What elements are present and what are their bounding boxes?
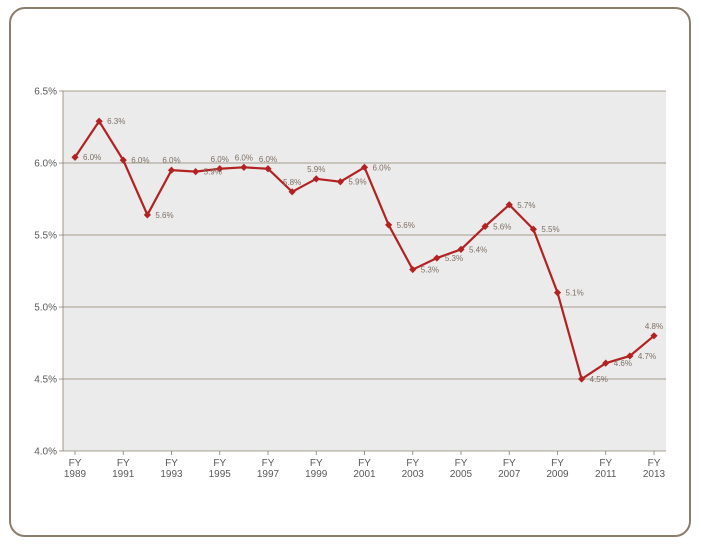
- data-label: 6.3%: [107, 117, 125, 126]
- y-tick-label: 4.5%: [34, 375, 57, 386]
- data-point: [95, 117, 103, 125]
- data-point: [264, 165, 272, 173]
- data-point: [71, 153, 79, 161]
- data-point: [602, 359, 610, 367]
- y-tick-label: 6.5%: [34, 87, 57, 98]
- data-point: [240, 163, 248, 171]
- x-tick-label: FY 2005: [450, 458, 473, 480]
- x-tick-label: FY 1989: [64, 458, 87, 480]
- data-label: 5.8%: [283, 178, 301, 187]
- data-point: [505, 201, 513, 209]
- data-label: 5.1%: [566, 289, 584, 298]
- data-point: [143, 211, 151, 219]
- data-point: [553, 289, 562, 297]
- data-point: [288, 188, 296, 196]
- x-tick-label: FY 2013: [643, 458, 666, 480]
- data-labels: 6.0% 6.3% 6.0% 5.6% 6.0% 5.9% 6.0% 6.0% 6.0% 5.8%…: [83, 117, 663, 384]
- data-label: 4.8%: [645, 322, 663, 331]
- data-label: 5.6%: [397, 221, 415, 230]
- data-point: [336, 178, 344, 186]
- data-label: 5.6%: [493, 222, 511, 231]
- data-label: 6.0%: [211, 155, 229, 164]
- data-point: [119, 156, 127, 164]
- data-label: 6.0%: [162, 156, 180, 165]
- data-point: [312, 175, 320, 183]
- data-point: [626, 352, 634, 360]
- data-label: 4.6%: [614, 359, 632, 368]
- data-label: 5.4%: [469, 245, 487, 254]
- data-point: [167, 166, 176, 174]
- data-point: [481, 222, 489, 230]
- y-tick-label: 6.0%: [34, 159, 57, 170]
- data-label: 5.9%: [204, 168, 222, 177]
- plot-area: [63, 91, 666, 451]
- x-tick-label: FY 1995: [209, 458, 232, 480]
- data-label: 5.5%: [541, 225, 559, 234]
- y-tick-label: 5.0%: [34, 303, 57, 314]
- data-label: 6.0%: [259, 155, 277, 164]
- data-label: 6.0%: [373, 163, 391, 172]
- y-tick-label: 4.0%: [34, 447, 57, 458]
- data-point: [529, 225, 537, 233]
- gridlines: [59, 90, 666, 455]
- data-point: [216, 165, 224, 173]
- data-label: 5.9%: [307, 165, 325, 174]
- data-point: [360, 163, 369, 171]
- data-point: [409, 265, 417, 274]
- data-label: 5.3%: [421, 266, 439, 275]
- data-point: [457, 245, 465, 253]
- x-tick-label: FY 2003: [402, 458, 425, 480]
- x-tick-label: FY 2001: [353, 458, 376, 480]
- data-point: [433, 254, 441, 262]
- data-label: 6.0%: [235, 153, 253, 162]
- data-markers: [71, 117, 658, 383]
- x-tick-label: FY 1999: [305, 458, 328, 480]
- data-point: [192, 168, 200, 176]
- x-tick-label: FY 1991: [112, 458, 135, 480]
- x-axis-tick-labels: FY 1989 FY 1991 FY 1993 FY 1995 FY 1997 FY 1999 FY 20…: [64, 458, 666, 480]
- data-label: 5.3%: [445, 254, 463, 263]
- data-label: 5.9%: [348, 178, 366, 187]
- x-tick-label: FY 2011: [595, 458, 617, 480]
- data-label: 6.0%: [131, 156, 149, 165]
- data-label: 4.5%: [590, 375, 608, 384]
- x-tick-label: FY 2009: [546, 458, 569, 480]
- data-point: [578, 375, 586, 383]
- data-label: 4.7%: [638, 352, 656, 361]
- x-tick-label: FY 1993: [160, 458, 183, 480]
- data-label: 6.0%: [83, 153, 101, 162]
- y-axis-tick-labels: 4.0% 4.5% 5.0% 5.5% 6.0% 6.5%: [34, 87, 57, 458]
- data-point: [385, 221, 393, 229]
- y-tick-label: 5.5%: [34, 231, 57, 242]
- data-label: 5.6%: [155, 211, 173, 220]
- x-tick-label: FY 1997: [257, 458, 280, 480]
- x-tick-label: FY 2007: [498, 458, 521, 480]
- data-point: [650, 332, 658, 340]
- data-label: 5.7%: [517, 201, 535, 210]
